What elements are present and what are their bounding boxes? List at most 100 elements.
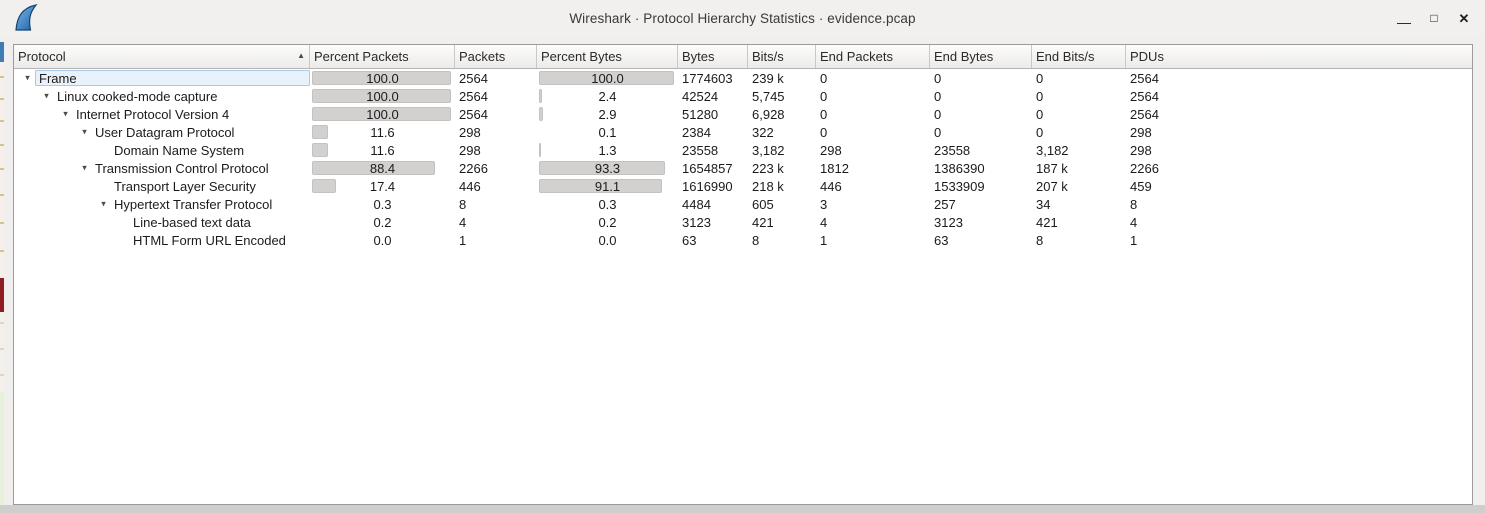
window-titlebar[interactable]: Wireshark · Protocol Hierarchy Statistic…: [0, 0, 1485, 36]
table-row[interactable]: ▾ Internet Protocol Version 4 100.0 2564 2.9…: [14, 105, 1472, 123]
expander-icon[interactable]: ▾: [63, 108, 68, 118]
cell-percent_bytes[interactable]: 100.0: [537, 69, 678, 87]
cell-percent_bytes[interactable]: 2.4: [537, 87, 678, 105]
table-row[interactable]: ▾ Transmission Control Protocol 88.4 2266 93…: [14, 159, 1472, 177]
cell-end_bytes[interactable]: 257: [930, 195, 1032, 213]
cell-percent_bytes[interactable]: 2.9: [537, 105, 678, 123]
cell-bits_s[interactable]: 5,745: [748, 87, 816, 105]
cell-bits_s[interactable]: 223 k: [748, 159, 816, 177]
cell-percent_bytes[interactable]: 91.1: [537, 177, 678, 195]
cell-bits_s[interactable]: 3,182: [748, 141, 816, 159]
cell-percent_packets[interactable]: 88.4: [310, 159, 455, 177]
cell-protocol[interactable]: ▾ User Datagram Protocol: [14, 123, 310, 141]
cell-percent_packets[interactable]: 100.0: [310, 69, 455, 87]
cell-end_bits_s[interactable]: 0: [1032, 123, 1126, 141]
cell-end_packets[interactable]: 446: [816, 177, 930, 195]
cell-end_bytes[interactable]: 0: [930, 87, 1032, 105]
table-row[interactable]: HTML Form URL Encoded 0.0 1 0.0 63 8 1 63 8 1: [14, 231, 1472, 249]
cell-percent_packets[interactable]: 11.6: [310, 141, 455, 159]
close-button[interactable]: ✕: [1453, 6, 1475, 30]
cell-end_bytes[interactable]: 3123: [930, 213, 1032, 231]
cell-end_bytes[interactable]: 23558: [930, 141, 1032, 159]
cell-end_bytes[interactable]: 0: [930, 123, 1032, 141]
cell-end_packets[interactable]: 1: [816, 231, 930, 249]
cell-end_bits_s[interactable]: 34: [1032, 195, 1126, 213]
cell-end_packets[interactable]: 0: [816, 123, 930, 141]
cell-percent_bytes[interactable]: 0.2: [537, 213, 678, 231]
cell-protocol[interactable]: HTML Form URL Encoded: [14, 231, 310, 249]
table-row[interactable]: ▾ Linux cooked-mode capture 100.0 2564 2.4 42…: [14, 87, 1472, 105]
cell-end_packets[interactable]: 1812: [816, 159, 930, 177]
minimize-button[interactable]: —: [1393, 6, 1415, 30]
column-header-percent_packets[interactable]: Percent Packets: [310, 45, 455, 68]
table-row[interactable]: Transport Layer Security 17.4 446 91.1 16169…: [14, 177, 1472, 195]
cell-end_bits_s[interactable]: 207 k: [1032, 177, 1126, 195]
cell-packets[interactable]: 2564: [455, 105, 537, 123]
cell-end_bits_s[interactable]: 0: [1032, 69, 1126, 87]
column-header-end_bits_s[interactable]: End Bits/s: [1032, 45, 1126, 68]
cell-end_bytes[interactable]: 1533909: [930, 177, 1032, 195]
cell-percent_packets[interactable]: 17.4: [310, 177, 455, 195]
cell-percent_bytes[interactable]: 1.3: [537, 141, 678, 159]
cell-end_bytes[interactable]: 63: [930, 231, 1032, 249]
column-header-end_packets[interactable]: End Packets: [816, 45, 930, 68]
column-header-pdus[interactable]: PDUs: [1126, 45, 1472, 68]
cell-packets[interactable]: 298: [455, 141, 537, 159]
column-header-bytes[interactable]: Bytes: [678, 45, 748, 68]
expander-icon[interactable]: ▾: [82, 162, 87, 172]
cell-bytes[interactable]: 51280: [678, 105, 748, 123]
cell-end_bits_s[interactable]: 187 k: [1032, 159, 1126, 177]
cell-bytes[interactable]: 4484: [678, 195, 748, 213]
cell-end_bytes[interactable]: 0: [930, 69, 1032, 87]
expander-icon[interactable]: ▾: [101, 198, 106, 208]
maximize-button[interactable]: □: [1423, 6, 1445, 30]
cell-pdus[interactable]: 2266: [1126, 159, 1472, 177]
cell-bytes[interactable]: 1616990: [678, 177, 748, 195]
cell-packets[interactable]: 1: [455, 231, 537, 249]
cell-protocol[interactable]: Transport Layer Security: [14, 177, 310, 195]
cell-bytes[interactable]: 1654857: [678, 159, 748, 177]
cell-protocol[interactable]: ▾ Frame: [14, 69, 310, 87]
cell-packets[interactable]: 8: [455, 195, 537, 213]
cell-end_bits_s[interactable]: 0: [1032, 87, 1126, 105]
cell-pdus[interactable]: 4: [1126, 213, 1472, 231]
cell-protocol[interactable]: ▾ Transmission Control Protocol: [14, 159, 310, 177]
cell-end_packets[interactable]: 3: [816, 195, 930, 213]
cell-percent_bytes[interactable]: 0.0: [537, 231, 678, 249]
cell-protocol[interactable]: ▾ Linux cooked-mode capture: [14, 87, 310, 105]
cell-pdus[interactable]: 8: [1126, 195, 1472, 213]
cell-packets[interactable]: 2564: [455, 87, 537, 105]
cell-end_bytes[interactable]: 0: [930, 105, 1032, 123]
cell-protocol[interactable]: Domain Name System: [14, 141, 310, 159]
cell-bytes[interactable]: 3123: [678, 213, 748, 231]
column-header-bits_s[interactable]: Bits/s: [748, 45, 816, 68]
cell-end_bits_s[interactable]: 421: [1032, 213, 1126, 231]
cell-bytes[interactable]: 2384: [678, 123, 748, 141]
cell-bits_s[interactable]: 421: [748, 213, 816, 231]
cell-end_bits_s[interactable]: 8: [1032, 231, 1126, 249]
cell-end_packets[interactable]: 4: [816, 213, 930, 231]
cell-percent_packets[interactable]: 0.2: [310, 213, 455, 231]
table-row[interactable]: ▾ User Datagram Protocol 11.6 298 0.1 2384 322…: [14, 123, 1472, 141]
cell-packets[interactable]: 2564: [455, 69, 537, 87]
cell-end_packets[interactable]: 0: [816, 87, 930, 105]
cell-pdus[interactable]: 1: [1126, 231, 1472, 249]
cell-bits_s[interactable]: 8: [748, 231, 816, 249]
cell-bits_s[interactable]: 605: [748, 195, 816, 213]
cell-end_bytes[interactable]: 1386390: [930, 159, 1032, 177]
cell-end_bits_s[interactable]: 0: [1032, 105, 1126, 123]
cell-bytes[interactable]: 1774603: [678, 69, 748, 87]
cell-percent_packets[interactable]: 0.0: [310, 231, 455, 249]
cell-percent_bytes[interactable]: 0.3: [537, 195, 678, 213]
cell-end_packets[interactable]: 0: [816, 69, 930, 87]
cell-packets[interactable]: 2266: [455, 159, 537, 177]
cell-bytes[interactable]: 63: [678, 231, 748, 249]
cell-pdus[interactable]: 2564: [1126, 105, 1472, 123]
cell-bits_s[interactable]: 6,928: [748, 105, 816, 123]
column-header-end_bytes[interactable]: End Bytes: [930, 45, 1032, 68]
cell-protocol[interactable]: Line-based text data: [14, 213, 310, 231]
cell-end_bits_s[interactable]: 3,182: [1032, 141, 1126, 159]
table-row[interactable]: Line-based text data 0.2 4 0.2 3123 421 4 3123 4…: [14, 213, 1472, 231]
cell-end_packets[interactable]: 298: [816, 141, 930, 159]
cell-bits_s[interactable]: 218 k: [748, 177, 816, 195]
